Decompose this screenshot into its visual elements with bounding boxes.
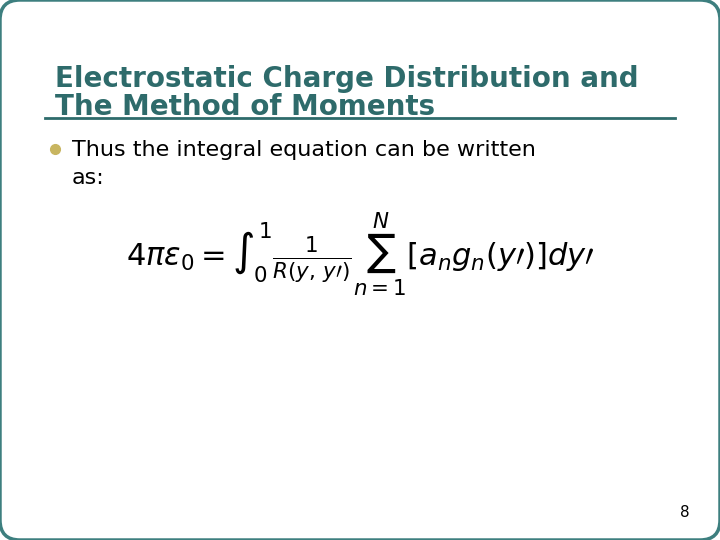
Text: as:: as: [72, 168, 104, 188]
Text: 8: 8 [680, 505, 690, 520]
Text: Thus the integral equation can be written: Thus the integral equation can be writte… [72, 140, 536, 160]
Text: The Method of Moments: The Method of Moments [55, 93, 435, 121]
Text: $4\pi\varepsilon_0 = \int_0^1 \frac{1}{R(y,\,y\prime)} \sum_{n=1}^{N} \left[a_n : $4\pi\varepsilon_0 = \int_0^1 \frac{1}{R… [125, 211, 595, 299]
Text: Electrostatic Charge Distribution and: Electrostatic Charge Distribution and [55, 65, 639, 93]
